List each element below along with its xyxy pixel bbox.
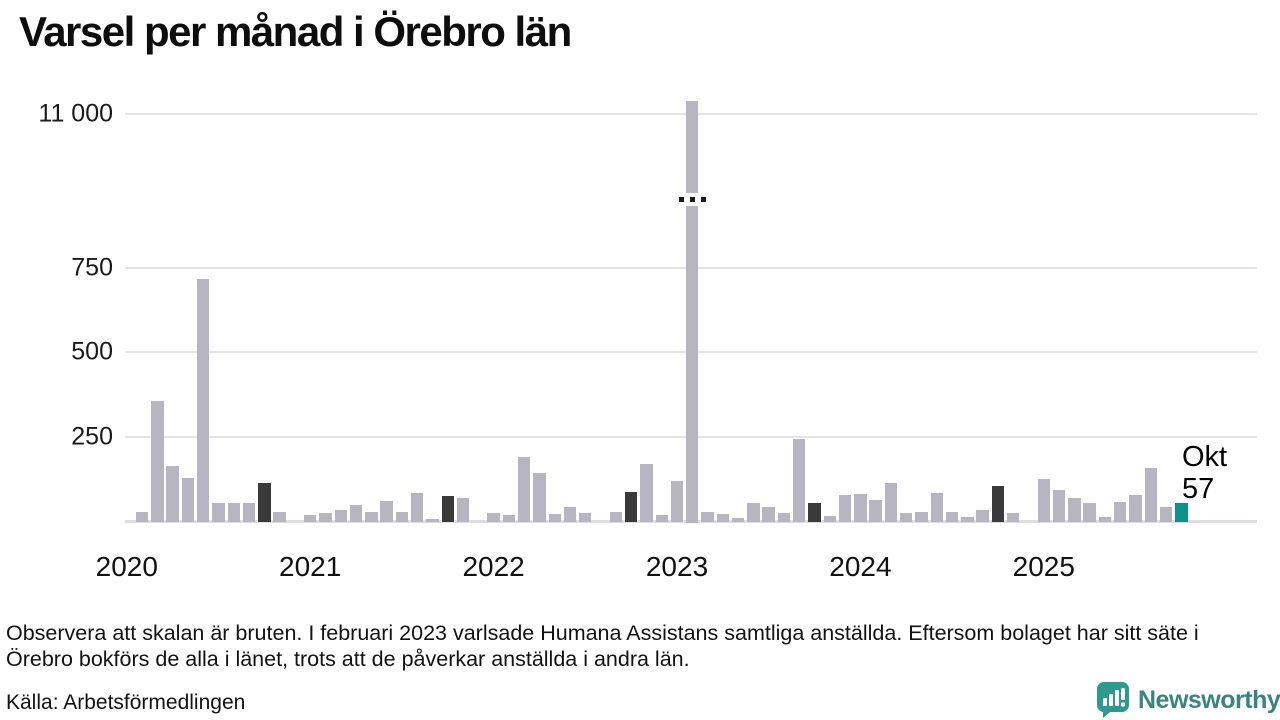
bar-2025-Maj xyxy=(1098,517,1112,522)
bar-2022-Mar xyxy=(517,457,531,522)
bar-2025-Sep xyxy=(1159,507,1173,522)
bar-2024-Jul xyxy=(945,512,959,522)
bar-2021-Apr xyxy=(349,505,363,522)
bar-2023-Jan xyxy=(670,481,684,522)
bar-2023-Aug xyxy=(777,513,791,522)
scale-break-dots xyxy=(689,197,695,202)
bar-2020-Feb xyxy=(135,512,149,522)
bar-2025-Apr xyxy=(1083,503,1096,522)
scale-break-dots xyxy=(700,197,706,202)
bar-2024-Jun xyxy=(930,493,943,522)
bar-2022-Jul xyxy=(579,513,592,522)
bar-chart-speech-bubble-icon xyxy=(1096,682,1129,718)
bar-2023-Okt xyxy=(808,503,821,522)
bar-2022-Apr xyxy=(533,473,546,522)
bar-2020-Nov xyxy=(273,512,286,522)
annotation-month-label: Okt xyxy=(1182,441,1228,473)
bar-2022-Jun xyxy=(563,507,577,522)
latest-value-annotation: Okt 57 xyxy=(1182,441,1227,505)
bar-2023-Feb-upper xyxy=(686,101,699,193)
bar-2024-Mar xyxy=(884,483,898,522)
bar-2024-Aug xyxy=(961,517,974,522)
bar-2022-Feb xyxy=(502,515,516,522)
bar-2025-Jun xyxy=(1113,502,1127,522)
bar-2020-Sep xyxy=(242,503,256,522)
bar-2024-Sep xyxy=(976,510,989,522)
bar-2021-Mar xyxy=(334,510,347,522)
bar-2020-Okt xyxy=(258,483,271,522)
bar-2021-Sep xyxy=(426,519,439,522)
bar-2021-Maj xyxy=(365,512,378,522)
bar-2021-Feb xyxy=(319,513,332,522)
x-axis-year-label-2025: 2025 xyxy=(1012,551,1075,582)
source-text: Källa: Arbetsförmedlingen xyxy=(6,691,246,714)
bar-2020-Aug xyxy=(227,503,240,522)
bar-2023-Mar xyxy=(701,512,714,522)
bar-2022-Maj xyxy=(548,514,561,522)
bar-2023-Feb-lower xyxy=(686,206,699,523)
bar-2025-Okt xyxy=(1175,503,1188,522)
bar-2023-Sep xyxy=(793,439,806,522)
x-axis-year-label-2023: 2023 xyxy=(645,551,709,582)
x-axis-year-label-2024: 2024 xyxy=(829,551,892,582)
y-axis-tick-label: 250 xyxy=(71,422,113,451)
bar-2025-Mar xyxy=(1068,498,1081,522)
bar-2024-Nov xyxy=(1007,513,1020,522)
bar-2021-Jun xyxy=(380,501,393,522)
bar-2022-Dec xyxy=(655,515,668,522)
bar-2024-Apr xyxy=(900,513,913,522)
y-axis-tick-label: 500 xyxy=(71,337,113,366)
logo-wordmark: Newsworthy xyxy=(1138,685,1280,714)
newsworthy-logo: Newsworthy xyxy=(1096,681,1280,719)
bar-2025-Jan xyxy=(1037,479,1050,522)
bar-2021-Jan xyxy=(303,515,317,522)
bar-2022-Okt xyxy=(624,492,638,522)
bar-2024-Feb xyxy=(869,500,882,522)
bar-2021-Okt xyxy=(441,496,454,522)
y-axis-tick-label: 750 xyxy=(71,253,113,281)
bar-2023-Maj xyxy=(731,518,745,522)
bar-2020-Maj xyxy=(181,478,195,522)
bar-2024-Jan xyxy=(854,494,867,522)
bar-2021-Nov xyxy=(456,498,470,522)
bar-2021-Aug xyxy=(410,493,424,522)
x-axis-year-label-2022: 2022 xyxy=(462,551,525,582)
bar-2022-Sep xyxy=(609,512,623,522)
bar-2025-Aug xyxy=(1144,468,1157,522)
bar-2020-Jul xyxy=(212,503,225,522)
x-axis-year-label-2020: 2020 xyxy=(95,551,158,582)
bar-2020-Jun xyxy=(197,279,210,522)
bar-2023-Dec xyxy=(838,495,852,522)
footnote-text: Observera att skalan är bruten. I februa… xyxy=(6,621,1199,671)
bar-2023-Nov xyxy=(823,516,836,522)
bar-2023-Jun xyxy=(747,503,760,522)
scale-break-dots xyxy=(678,197,684,202)
y-axis-tick-label: 11 000 xyxy=(38,99,113,128)
bar-2023-Jul xyxy=(762,507,775,522)
bar-2025-Jul xyxy=(1129,495,1142,522)
bar-2020-Mar xyxy=(151,401,164,522)
bar-2023-Apr xyxy=(716,514,730,522)
bar-2020-Apr xyxy=(166,466,179,522)
bar-2022-Nov xyxy=(640,464,653,522)
bar-2025-Feb xyxy=(1052,490,1066,522)
bar-2022-Jan xyxy=(487,513,500,522)
x-axis-year-label-2021: 2021 xyxy=(279,551,342,582)
bar-2021-Jul xyxy=(395,512,409,522)
page-title: Varsel per månad i Örebro län xyxy=(19,8,572,55)
bar-2024-Okt xyxy=(991,486,1005,522)
annotation-value-label: 57 xyxy=(1182,473,1215,505)
bar-2024-Maj xyxy=(915,512,928,522)
